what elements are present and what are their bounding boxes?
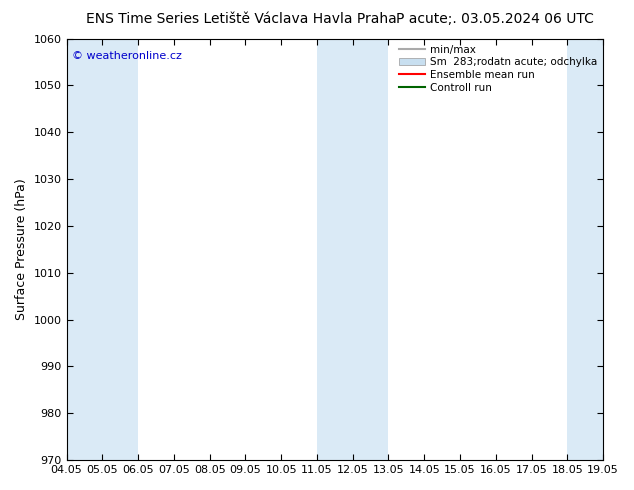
Text: ENS Time Series Letiště Václava Havla Praha: ENS Time Series Letiště Václava Havla Pr… (86, 12, 396, 26)
Text: P acute;. 03.05.2024 06 UTC: P acute;. 03.05.2024 06 UTC (396, 12, 593, 26)
Legend: min/max, Sm  283;rodatn acute; odchylka, Ensemble mean run, Controll run: min/max, Sm 283;rodatn acute; odchylka, … (396, 42, 600, 96)
Y-axis label: Surface Pressure (hPa): Surface Pressure (hPa) (15, 178, 28, 320)
Bar (567, 39, 603, 460)
Bar (603, 39, 634, 460)
Text: © weatheronline.cz: © weatheronline.cz (72, 51, 182, 61)
Bar (67, 39, 102, 460)
Bar (317, 39, 353, 460)
Bar (353, 39, 389, 460)
Bar (102, 39, 138, 460)
